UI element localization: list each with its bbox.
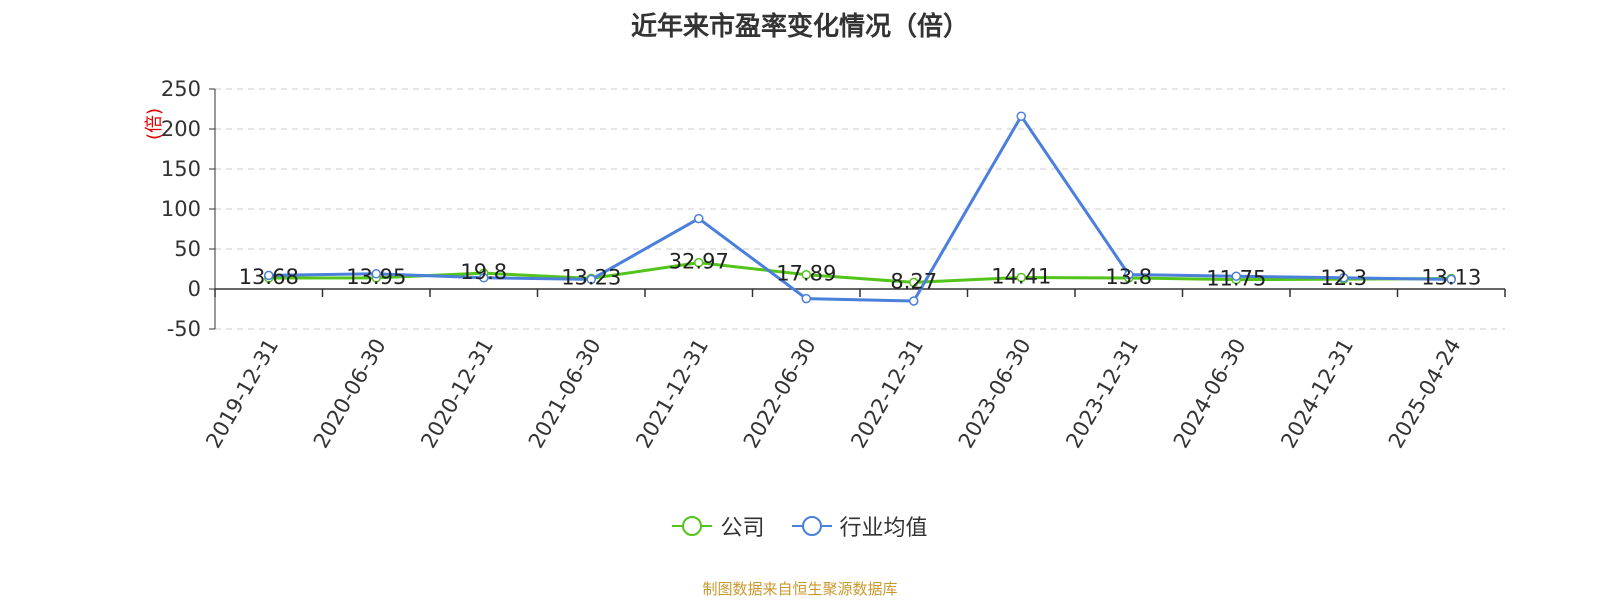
company-data-point (801, 269, 811, 280)
company-data-point (1016, 272, 1026, 283)
x-tick-label: 2024-06-30 (1169, 335, 1251, 453)
y-tick-label: 150 (161, 157, 201, 181)
data-labels: 13.68 13.95 19.8 13.23 32.97 17.89 8.27 14.41 13… (239, 250, 1482, 294)
legend-label-company: 公司 (720, 516, 765, 541)
x-tick-label: 2023-12-31 (1061, 335, 1143, 453)
legend: 公司 行业均值 (0, 510, 1600, 544)
company-data-point (909, 277, 919, 288)
legend-label-industry-average: 行业均值 (839, 516, 928, 541)
industry-average-data-point (694, 213, 704, 224)
x-tick-label: 2021-06-30 (524, 335, 606, 453)
industry-average-data-point (1124, 269, 1134, 280)
series (264, 111, 1456, 306)
y-tick-label: 250 (161, 77, 201, 101)
x-tick-label: 2022-06-30 (739, 335, 821, 453)
industry-average-data-point (1446, 274, 1456, 285)
industry-average-data-point (1231, 271, 1241, 281)
x-tick-label: 2020-06-30 (309, 335, 391, 453)
industry-average-data-point (371, 269, 381, 279)
legend-marker-company (672, 516, 713, 536)
data-label: 13.95 (346, 265, 406, 289)
company-series-line (268, 261, 1452, 284)
industry-average-data-point (586, 274, 596, 285)
legend-marker-industry-average (791, 516, 832, 536)
industry-average-data-point (801, 293, 811, 304)
y-tick-label: 50 (174, 237, 201, 261)
industry-average-data-point (909, 296, 919, 306)
y-axis-label: (倍) (144, 108, 165, 140)
data-label: 13.68 (239, 265, 299, 289)
industry-average-series-line (268, 114, 1452, 303)
x-tick-label: 2021-12-31 (631, 335, 713, 453)
y-tick-label: -50 (167, 317, 201, 341)
company-data-point (694, 257, 704, 268)
data-label: 14.41 (991, 264, 1051, 288)
y-tick-label: 100 (161, 197, 201, 221)
legend-item-industry-average[interactable]: 行业均值 (791, 510, 928, 542)
industry-average-data-point (479, 273, 489, 283)
data-label: 32.97 (669, 250, 729, 274)
data-label: 11.75 (1206, 267, 1266, 291)
x-tick-label: 2020-12-31 (416, 335, 498, 453)
data-label: 19.8 (460, 260, 507, 284)
industry-average-data-point (1016, 111, 1026, 121)
x-tick-label: 2022-12-31 (846, 335, 928, 453)
y-tick-label: 0 (188, 277, 201, 301)
data-label: 12.3 (1320, 266, 1367, 290)
x-tick-label: 2023-06-30 (954, 335, 1036, 453)
source-note: 制图数据来自恒生聚源数据库 (702, 580, 898, 598)
line-chart: -50 0 50 100 150 200 250 2019-12-31 2020-06-30 20… (144, 77, 1506, 453)
x-tick-label: 2025-04-24 (1384, 335, 1466, 453)
chart-title: 近年来市盈率变化情况（倍） (630, 12, 969, 42)
industry-average-data-point (1339, 273, 1349, 283)
y-tick-label: 200 (161, 117, 201, 141)
x-tick-label: 2019-12-31 (201, 335, 283, 453)
data-label: 13.13 (1421, 265, 1481, 289)
legend-item-company[interactable]: 公司 (672, 510, 765, 542)
grid-lines (215, 88, 1505, 330)
data-label: 13.23 (561, 265, 621, 289)
industry-average-data-point (264, 270, 274, 281)
data-label: 8.27 (890, 269, 937, 293)
x-tick-label: 2024-12-31 (1276, 335, 1358, 453)
data-label: 13.8 (1105, 265, 1152, 289)
data-label: 17.89 (776, 262, 836, 286)
